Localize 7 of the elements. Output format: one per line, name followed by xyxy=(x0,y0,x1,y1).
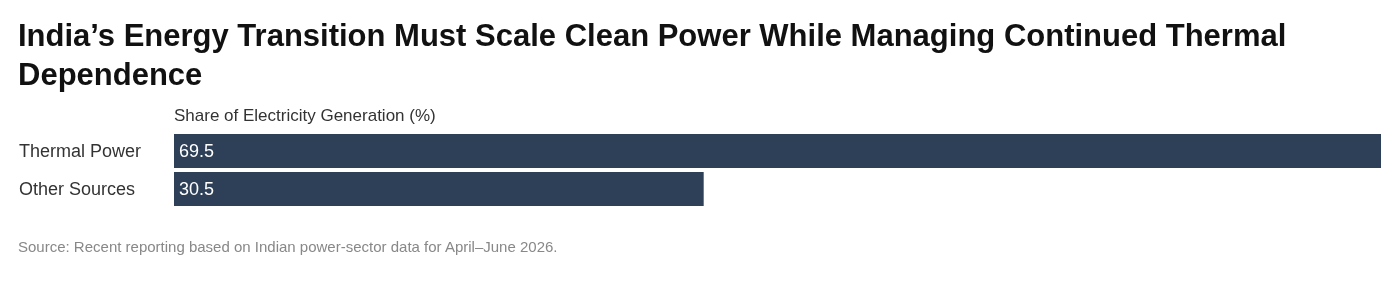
data-label: 30.5 xyxy=(179,179,215,200)
x-axis-title: Share of Electricity Generation (%) xyxy=(174,106,437,126)
data-label: 69.5 xyxy=(179,141,215,162)
chart-title: India’s Energy Transition Must Scale Clean Power While Managing Continued Thermal Dependence xyxy=(18,17,1288,94)
y-tick-label: Thermal Power xyxy=(19,141,142,161)
y-tick-label: Other Sources xyxy=(19,179,136,199)
source-note: Source: Recent reporting based on Indian power-sector data for April–June 2026. xyxy=(18,238,559,255)
